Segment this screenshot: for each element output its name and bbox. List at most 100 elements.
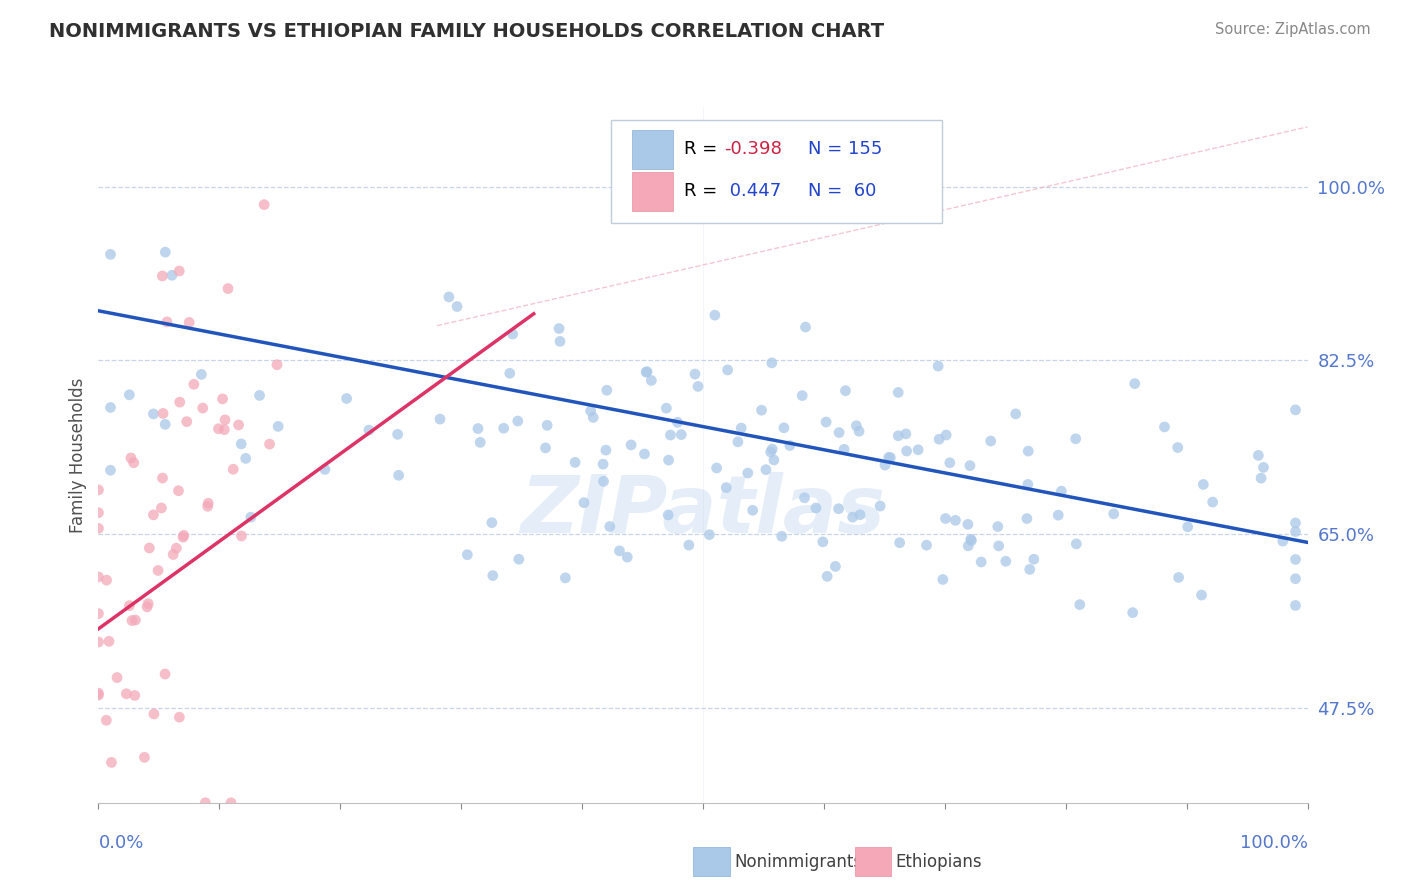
Point (197, 500, 219, 514)
Point (762, 453, 785, 467)
Point (162, 548, 184, 562)
Point (160, 268, 183, 283)
Point (655, 401, 678, 416)
Point (987, 539, 1010, 553)
Point (506, 414, 529, 428)
Point (134, 750, 156, 764)
Point (970, 555, 993, 569)
Point (716, 481, 738, 495)
Point (869, 499, 891, 513)
Point (980, 434, 1002, 448)
Point (122, 456, 145, 470)
Point (572, 496, 595, 510)
Point (87, 483, 110, 497)
Point (640, 374, 662, 388)
Point (231, 437, 253, 451)
Point (770, 529, 793, 543)
Point (1064, 432, 1087, 446)
Point (599, 519, 621, 533)
Text: 0.0%: 0.0% (98, 834, 143, 852)
Point (146, 564, 169, 578)
Point (1004, 407, 1026, 421)
Point (502, 326, 524, 341)
Point (683, 367, 706, 381)
Point (136, 599, 159, 614)
Point (987, 519, 1010, 533)
Point (87, 506, 110, 520)
Point (935, 428, 957, 442)
Point (1017, 477, 1039, 491)
Point (761, 442, 783, 457)
Point (928, 432, 950, 446)
Point (915, 538, 938, 552)
Point (927, 359, 949, 373)
Point (150, 500, 173, 515)
Point (548, 334, 571, 349)
Point (87, 607, 110, 621)
Point (96, 714, 118, 728)
Point (228, 417, 250, 432)
Point (751, 403, 773, 417)
Point (508, 552, 530, 566)
Point (896, 444, 918, 458)
Point (727, 434, 749, 449)
Point (1284, 402, 1306, 417)
Point (153, 417, 176, 432)
Point (1066, 537, 1088, 551)
Point (124, 613, 146, 627)
Text: Ethiopians: Ethiopians (896, 853, 983, 871)
Point (100, 463, 122, 477)
Point (1047, 508, 1070, 523)
Point (582, 410, 605, 425)
Point (887, 429, 910, 443)
Point (548, 321, 571, 335)
Point (179, 315, 201, 329)
Point (87, 686, 110, 700)
Point (1284, 516, 1306, 530)
Point (169, 710, 191, 724)
Point (960, 533, 983, 548)
Point (620, 438, 643, 452)
Point (165, 541, 187, 556)
Point (481, 568, 503, 582)
Point (194, 796, 217, 810)
Point (939, 456, 962, 470)
Point (87, 635, 110, 649)
Point (437, 290, 460, 304)
Point (1015, 511, 1038, 525)
Point (167, 264, 190, 278)
Point (235, 451, 257, 466)
Point (697, 527, 720, 541)
Point (1271, 534, 1294, 549)
Text: N = 155: N = 155 (808, 140, 883, 159)
Point (142, 706, 165, 721)
Point (957, 539, 980, 553)
Point (717, 363, 740, 377)
Point (956, 517, 979, 532)
Point (879, 450, 901, 465)
Point (87, 521, 110, 535)
Point (183, 377, 205, 392)
Point (849, 508, 872, 522)
Point (1177, 520, 1199, 534)
Point (214, 413, 236, 427)
Point (1123, 376, 1146, 391)
Point (554, 571, 576, 585)
Point (105, 671, 128, 685)
Point (492, 421, 515, 435)
Point (87, 688, 110, 702)
Point (703, 308, 725, 322)
Point (190, 368, 212, 382)
Point (564, 455, 586, 469)
Point (824, 559, 846, 574)
Point (959, 533, 981, 547)
Text: ZIPatlas: ZIPatlas (520, 472, 886, 549)
Point (191, 401, 214, 415)
Point (1017, 444, 1039, 458)
Point (636, 365, 658, 379)
Point (446, 300, 468, 314)
Point (124, 689, 146, 703)
Point (1050, 484, 1073, 499)
Point (609, 544, 631, 558)
Point (142, 407, 165, 421)
